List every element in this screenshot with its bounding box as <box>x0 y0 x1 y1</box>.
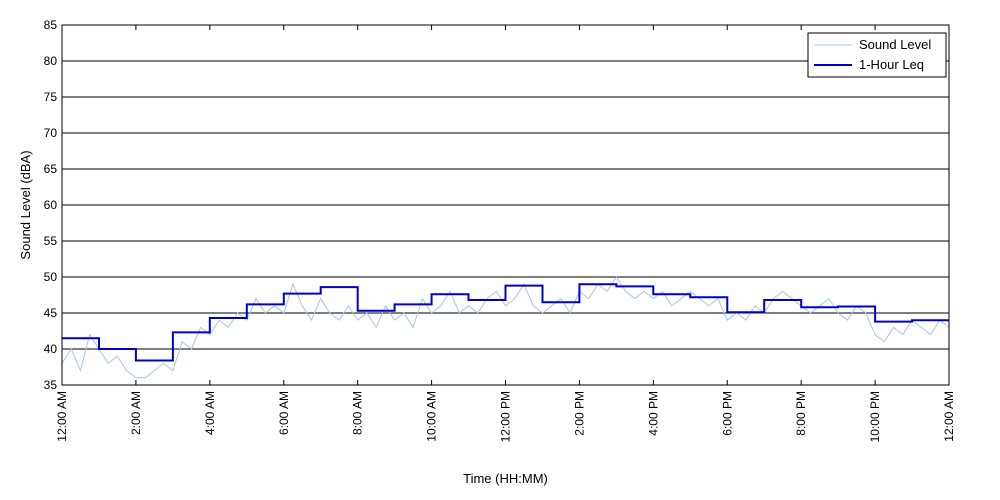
x-tick-label: 8:00 AM <box>351 391 365 435</box>
y-tick-label: 60 <box>44 198 58 212</box>
series-layer <box>61 276 950 379</box>
y-tick-label: 55 <box>44 234 58 248</box>
legend-box <box>807 32 947 78</box>
y-tick-label: 70 <box>44 126 58 140</box>
x-tick-label: 6:00 AM <box>277 391 291 435</box>
x-tick-label: 4:00 PM <box>646 391 660 436</box>
x-tick-label: 8:00 PM <box>794 391 808 436</box>
y-tick-label: 35 <box>44 378 58 392</box>
x-tick-label: 12:00 PM <box>499 391 513 442</box>
x-axis-ticks: 12:00 AM 2:00 AM 4:00 AM 6:00 AM 8:00 AM 10:0… <box>55 25 956 442</box>
x-tick-label: 2:00 PM <box>572 391 586 436</box>
x-tick-label: 2:00 AM <box>129 391 143 435</box>
y-tick-label: 40 <box>44 342 58 356</box>
legend: Sound Level 1-Hour Leq <box>807 32 947 78</box>
series-line-1-hour-leq <box>62 283 949 362</box>
x-tick-label: 6:00 PM <box>720 391 734 436</box>
grid-lines <box>62 60 949 350</box>
x-tick-label: 10:00 AM <box>425 391 439 442</box>
x-tick-label: 12:00 AM <box>942 391 956 442</box>
y-tick-label: 75 <box>44 90 58 104</box>
y-tick-label: 45 <box>44 306 58 320</box>
y-tick-label: 50 <box>44 270 58 284</box>
x-tick-label: 12:00 AM <box>55 391 69 442</box>
y-tick-label: 65 <box>44 162 58 176</box>
y-axis-label: Sound Level (dBA) <box>18 150 33 259</box>
x-tick-label: 4:00 AM <box>203 391 217 435</box>
y-tick-label: 80 <box>44 54 58 68</box>
y-tick-label: 85 <box>44 18 58 32</box>
x-axis-label: Time (HH:MM) <box>463 471 548 486</box>
legend-label-sound-level: Sound Level <box>859 37 931 52</box>
y-axis-ticks: 35 40 45 50 55 60 65 70 75 80 85 <box>44 18 67 392</box>
legend-label-1-hour-leq: 1-Hour Leq <box>859 57 924 72</box>
x-tick-label: 10:00 PM <box>868 391 882 442</box>
